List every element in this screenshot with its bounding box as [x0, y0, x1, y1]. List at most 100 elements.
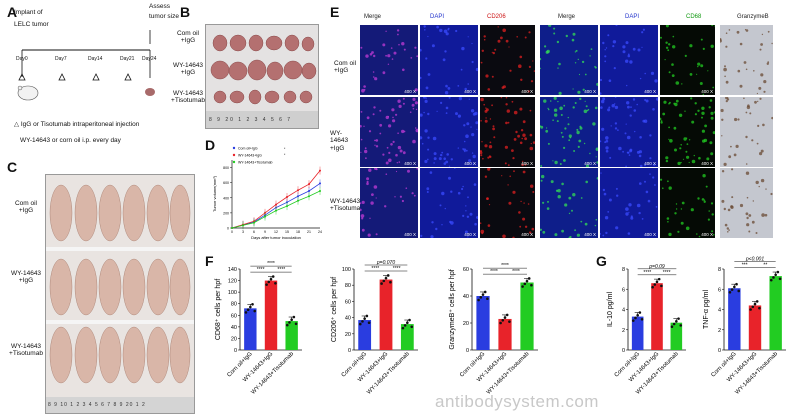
x-tick-label: 21	[307, 230, 311, 234]
replicate-point	[631, 319, 635, 322]
assess-label: Assess tumor size	[149, 3, 179, 21]
timeline-diagram	[17, 30, 155, 101]
bar	[728, 288, 741, 350]
ruler-scale: 8 9 10 1 2 3 4 5 6 7 8 9 20 1 2	[48, 402, 146, 408]
replicate-point	[660, 284, 663, 288]
x-tick-label: 9	[264, 230, 266, 234]
replicate-point	[640, 317, 644, 321]
bar	[264, 280, 278, 350]
y-axis-title: GranzymeB⁺ cells per hpf	[449, 269, 456, 349]
x-tick-label: 18	[296, 230, 300, 234]
microscopy-image: 400 X	[419, 25, 479, 95]
replicate-point	[285, 323, 289, 327]
significance-mark: ***	[742, 262, 748, 268]
mouse-photo-image	[46, 184, 194, 413]
microscopy-image	[720, 96, 774, 167]
microscopy-headers: Merge DAPI CD206 Merge DAPI CD68 Granzym…	[350, 14, 775, 24]
watermark-text: antibodysystem.com	[435, 392, 599, 411]
replicate-point	[758, 306, 761, 310]
bar	[748, 305, 762, 350]
oral-legend-text: WY-14643 or corn oil i.p. every day	[20, 137, 121, 144]
replicate-point	[527, 277, 531, 280]
replicate-point	[730, 288, 734, 291]
row-label-line: WY-14643	[10, 343, 42, 350]
bar	[400, 324, 414, 350]
replicate-point	[776, 270, 780, 274]
y-tick-label: 6	[718, 287, 721, 293]
magnification-label: 400 X	[644, 232, 656, 237]
y-tick-label: 40	[345, 316, 351, 322]
microscopy-row-label: Com oil +IgG	[334, 60, 360, 75]
y-axis-title: Tumor volume(mm³)	[212, 175, 217, 212]
mouse-row-label: WY-14643 +Tisotumab	[7, 343, 45, 358]
row-label-line: +IgG	[330, 144, 345, 152]
magnification-label: 400 X	[521, 232, 533, 237]
replicate-point	[479, 296, 483, 299]
replicate-point	[672, 322, 676, 326]
mouse-row-label: WY-14643 +IgG	[9, 270, 43, 285]
implant-line-1: Implant of	[14, 9, 43, 16]
magnification-label: 400 X	[404, 232, 416, 237]
microscopy-row-label: WY-14643 +IgG	[330, 130, 360, 152]
microscopy-image: 400 X	[660, 168, 715, 238]
replicate-point	[753, 302, 757, 306]
x-tick-label: 0	[231, 230, 233, 234]
significance-mark: ****	[663, 270, 671, 276]
replicate-point	[380, 282, 383, 285]
panel-a-label: A	[7, 4, 18, 20]
replicate-point	[679, 324, 683, 327]
y-tick-label: 0	[718, 348, 721, 354]
replicate-point	[290, 318, 293, 322]
replicate-point	[361, 320, 364, 323]
bar	[285, 321, 298, 350]
replicate-point	[253, 309, 257, 313]
magnification-label: 400 X	[404, 161, 416, 166]
significance-mark: ****	[512, 269, 520, 275]
legend-marker	[232, 153, 236, 157]
microscopy-texture	[721, 168, 773, 234]
replicate-point	[481, 293, 485, 296]
bar	[379, 279, 393, 350]
tumor-row-label: WY-14643 +IgG	[170, 62, 206, 77]
day-label: Day7	[55, 56, 67, 62]
replicate-point	[505, 313, 509, 317]
significance-mark: ****	[267, 261, 275, 267]
y-axis-title: CD68⁺ cells per hpf	[215, 279, 222, 340]
replicate-point	[271, 275, 275, 278]
significance-mark: p=0.070	[376, 260, 395, 266]
magnification-label: 400 X	[464, 161, 476, 166]
legend-marker	[232, 146, 236, 150]
y-tick-label: 4	[718, 308, 721, 314]
row-label-line: +IgG	[180, 69, 196, 77]
microscopy-texture	[360, 29, 419, 93]
y-tick-label: 2	[718, 328, 721, 334]
y-tick-label: 60	[463, 267, 469, 273]
microscopy-texture	[599, 96, 660, 168]
replicate-point	[769, 278, 773, 282]
replicate-point	[274, 281, 277, 285]
replicate-point	[265, 283, 268, 286]
column-header-dapi: DAPI	[430, 14, 445, 20]
magnification-label: 400 X	[584, 89, 596, 94]
column-header-cd206: CD206	[487, 14, 506, 20]
significance-mark: p=0.09	[648, 264, 665, 270]
panel-e-label: E	[330, 4, 340, 20]
replicate-point	[634, 316, 637, 320]
bar	[476, 296, 490, 350]
significance-mark: ****	[490, 269, 498, 275]
microscopy-texture	[419, 25, 479, 95]
row-label-line: WY-14643	[330, 130, 349, 145]
row-label-line: WY-14643	[172, 62, 204, 69]
significance-mark: ****	[393, 266, 401, 272]
row-label-line: +IgG	[18, 207, 34, 215]
replicate-point	[408, 318, 411, 322]
magnification-label: 400 X	[701, 89, 713, 94]
microscopy-image: 400 X	[599, 168, 658, 238]
significance-mark: ****	[257, 267, 265, 273]
row-label-line: +Tisotumab	[9, 350, 43, 358]
microscopy-texture	[479, 167, 535, 239]
bar	[498, 318, 512, 350]
